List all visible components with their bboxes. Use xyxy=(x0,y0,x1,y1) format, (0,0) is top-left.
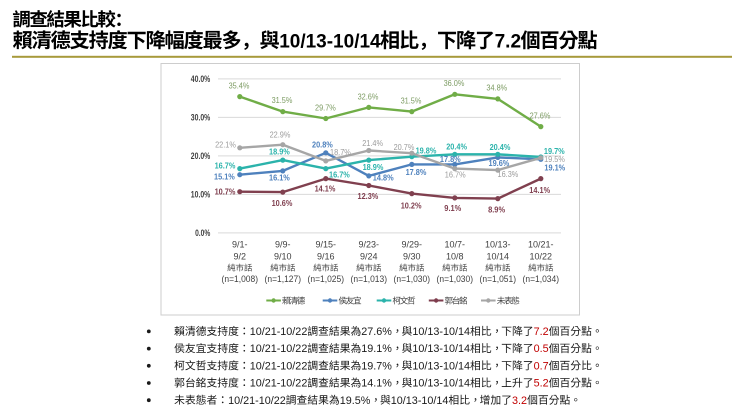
svg-text:20.0%: 20.0% xyxy=(191,151,211,161)
svg-text:(n=1,025): (n=1,025) xyxy=(308,274,345,284)
svg-text:8.9%: 8.9% xyxy=(488,204,505,214)
svg-text:34.8%: 34.8% xyxy=(486,83,507,93)
svg-text:10/13-: 10/13- xyxy=(485,240,511,250)
svg-text:10/13-10/14: 10/13-10/14 xyxy=(391,395,449,405)
svg-text:0.5: 0.5 xyxy=(534,343,549,355)
svg-text:10/21-: 10/21- xyxy=(528,240,554,250)
svg-text:18.9%: 18.9% xyxy=(363,162,384,172)
svg-text:19.7%: 19.7% xyxy=(544,146,565,156)
svg-text:10/13-10/14: 10/13-10/14 xyxy=(279,31,381,52)
svg-text:32.6%: 32.6% xyxy=(358,92,379,102)
svg-text:18.9%: 18.9% xyxy=(269,147,290,157)
svg-text:9/30: 9/30 xyxy=(403,252,421,262)
svg-text:(n=1,127): (n=1,127) xyxy=(265,274,302,284)
svg-text:9.1%: 9.1% xyxy=(444,203,461,213)
svg-text:17.8%: 17.8% xyxy=(440,154,461,164)
svg-text:16.7%: 16.7% xyxy=(329,170,350,180)
svg-text:14.8%: 14.8% xyxy=(373,172,394,182)
svg-text:16.1%: 16.1% xyxy=(269,173,290,183)
svg-text:(n=1,030): (n=1,030) xyxy=(437,274,474,284)
svg-text:10/8: 10/8 xyxy=(446,252,464,262)
svg-text:10/13-10/14: 10/13-10/14 xyxy=(412,360,470,372)
svg-text:40.0%: 40.0% xyxy=(191,74,211,84)
svg-text:10/13-10/14: 10/13-10/14 xyxy=(412,378,470,390)
svg-text:27.6%: 27.6% xyxy=(530,110,551,120)
svg-text:22.9%: 22.9% xyxy=(270,130,291,140)
svg-text:10/21-10/22: 10/21-10/22 xyxy=(250,360,308,372)
svg-text:35.4%: 35.4% xyxy=(229,80,250,90)
svg-text:7.2: 7.2 xyxy=(495,31,521,52)
svg-text:17.8%: 17.8% xyxy=(406,167,427,177)
svg-text:14.1%: 14.1% xyxy=(315,184,336,194)
svg-text:10/22: 10/22 xyxy=(530,252,553,262)
svg-text:9/29-: 9/29- xyxy=(402,240,423,250)
svg-text:10/21-10/22: 10/21-10/22 xyxy=(250,378,308,390)
svg-text:16.3%: 16.3% xyxy=(498,169,519,179)
svg-text:(n=1,030): (n=1,030) xyxy=(394,274,431,284)
svg-text:21.4%: 21.4% xyxy=(362,138,383,148)
svg-text:19.5%: 19.5% xyxy=(544,154,565,164)
svg-text:9/2: 9/2 xyxy=(234,252,247,262)
svg-text:19.5%: 19.5% xyxy=(340,395,371,405)
svg-text:10/21-10/22: 10/21-10/22 xyxy=(250,343,308,355)
svg-text:9/23-: 9/23- xyxy=(359,240,380,250)
svg-text:20.7%: 20.7% xyxy=(394,142,415,152)
svg-text:0.7: 0.7 xyxy=(534,360,549,372)
svg-text:31.5%: 31.5% xyxy=(272,95,293,105)
svg-text:10/14: 10/14 xyxy=(487,252,510,262)
svg-text:20.4%: 20.4% xyxy=(446,142,467,152)
svg-text:15.1%: 15.1% xyxy=(214,172,235,182)
svg-text:9/15-: 9/15- xyxy=(316,240,337,250)
svg-text:10.6%: 10.6% xyxy=(272,198,293,208)
svg-text:9/1-: 9/1- xyxy=(232,240,248,250)
svg-text:(n=1,034): (n=1,034) xyxy=(523,274,560,284)
svg-text:29.7%: 29.7% xyxy=(315,103,336,113)
svg-text:5.2: 5.2 xyxy=(534,378,549,390)
svg-text:19.6%: 19.6% xyxy=(489,158,510,168)
svg-text:10/7-: 10/7- xyxy=(445,240,466,250)
svg-text:10/13-10/14: 10/13-10/14 xyxy=(412,326,470,338)
svg-text:19.8%: 19.8% xyxy=(416,146,437,156)
svg-text:12.3%: 12.3% xyxy=(358,191,379,201)
svg-text:20.4%: 20.4% xyxy=(490,142,511,152)
svg-text:19.1%: 19.1% xyxy=(544,163,565,173)
svg-text:9/9-: 9/9- xyxy=(275,240,291,250)
svg-text:14.1%: 14.1% xyxy=(361,378,392,390)
svg-text:(n=1,008): (n=1,008) xyxy=(222,274,259,284)
svg-text:10/21-10/22: 10/21-10/22 xyxy=(228,395,286,405)
svg-text:(n=1,013): (n=1,013) xyxy=(351,274,388,284)
svg-text:20.8%: 20.8% xyxy=(312,140,333,150)
svg-text:30.0%: 30.0% xyxy=(191,113,211,123)
svg-text:10.0%: 10.0% xyxy=(191,190,211,200)
svg-text:36.0%: 36.0% xyxy=(444,78,465,88)
svg-text:19.1%: 19.1% xyxy=(361,343,392,355)
svg-text:9/10: 9/10 xyxy=(274,252,292,262)
svg-text:10/21-10/22: 10/21-10/22 xyxy=(250,326,308,338)
svg-text:9/24: 9/24 xyxy=(360,252,378,262)
svg-text:9/16: 9/16 xyxy=(317,252,335,262)
svg-text:16.7%: 16.7% xyxy=(445,170,466,180)
svg-text:18.7%: 18.7% xyxy=(330,147,351,157)
svg-text:31.5%: 31.5% xyxy=(401,96,422,106)
svg-text:16.7%: 16.7% xyxy=(215,161,236,171)
svg-text:22.1%: 22.1% xyxy=(215,140,236,150)
svg-text:7.2: 7.2 xyxy=(534,326,549,338)
svg-text:14.1%: 14.1% xyxy=(529,185,550,195)
svg-text:27.6%: 27.6% xyxy=(361,326,392,338)
svg-text:10/13-10/14: 10/13-10/14 xyxy=(412,343,470,355)
svg-text:10.7%: 10.7% xyxy=(215,186,236,196)
svg-text:19.7%: 19.7% xyxy=(361,360,392,372)
svg-text:0.0%: 0.0% xyxy=(195,228,210,238)
svg-text:(n=1,051): (n=1,051) xyxy=(480,274,517,284)
svg-text:10.2%: 10.2% xyxy=(401,200,422,210)
svg-text:3.2: 3.2 xyxy=(512,395,527,405)
